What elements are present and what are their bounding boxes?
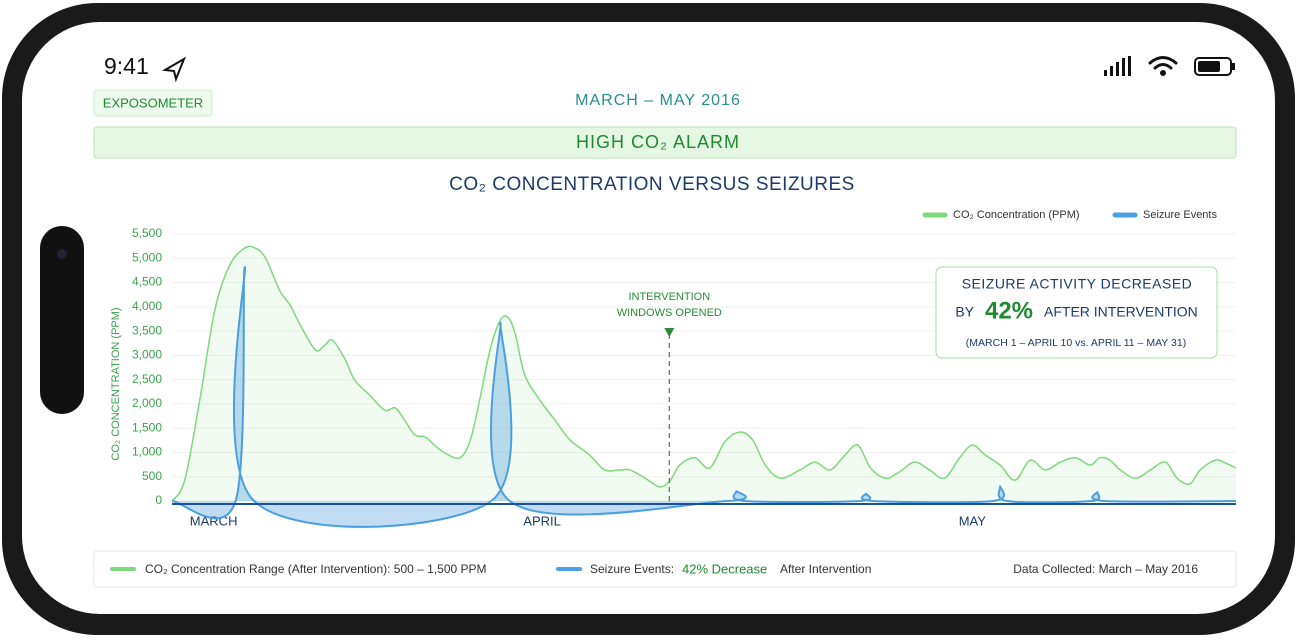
- callout-by: BY: [955, 304, 974, 320]
- callout-pct: 42%: [985, 297, 1033, 324]
- y-tick-label: 5,500: [132, 226, 162, 240]
- footer-collected: Data Collected: March – May 2016: [1013, 562, 1198, 576]
- y-tick-label: 2,500: [132, 372, 162, 386]
- y-tick-label: 4,000: [132, 299, 162, 313]
- battery-icon: [1194, 57, 1235, 76]
- line: [171, 266, 1237, 528]
- callout-line: SEIZURE ACTIVITY DECREASED: [962, 276, 1193, 292]
- footer-after: After Intervention: [780, 562, 871, 576]
- badge: [93, 89, 213, 117]
- y-tick-label: 2,000: [132, 396, 162, 410]
- chart-title: CO₂ CONCENTRATION VERSUS SEIZURES: [449, 174, 855, 195]
- x-tick-label: APRIL: [523, 513, 561, 528]
- period: MARCH – MAY 2016: [575, 92, 741, 109]
- x-tick-label: MARCH: [190, 513, 238, 528]
- legend-label: CO₂ Concentration (PPM): [953, 209, 1080, 221]
- y-tick-label: 3,500: [132, 323, 162, 337]
- annotation-text: WINDOWS OPENED: [617, 307, 722, 319]
- footer-events: Seizure Events:: [590, 562, 674, 576]
- signal-icon: [1104, 56, 1131, 76]
- location-icon: [161, 56, 187, 83]
- annotation-text: INTERVENTION: [628, 291, 710, 303]
- footer-range: CO₂ Concentration Range (After Intervent…: [145, 562, 487, 576]
- area: [172, 246, 1236, 501]
- y-axis-label: CO₂ CONCENTRATION (PPM): [110, 307, 122, 460]
- alarm-text: HIGH CO₂ ALARM: [576, 132, 740, 152]
- y-tick-label: 4,500: [132, 275, 162, 289]
- footer-decrease: 42% Decrease: [682, 561, 767, 576]
- y-tick-label: 5,000: [132, 250, 162, 264]
- footer-bar: [93, 550, 1237, 588]
- callout-box: [935, 266, 1218, 359]
- y-tick-label: 1,000: [132, 445, 162, 459]
- annotation-arrow: [664, 328, 675, 337]
- camera: [57, 249, 67, 259]
- y-tick-label: 0: [155, 493, 162, 507]
- y-tick-label: 500: [142, 469, 162, 483]
- wifi-icon: [1148, 56, 1178, 76]
- y-tick-label: 3,000: [132, 348, 162, 362]
- clock: 9:41: [104, 53, 149, 79]
- screen: [22, 22, 1275, 614]
- alarm-bar: [93, 126, 1237, 159]
- x-tick-label: MAY: [959, 513, 987, 528]
- badge-text: EXPOSOMETER: [103, 95, 203, 110]
- camera-island: [40, 226, 84, 414]
- callout-after: AFTER INTERVENTION: [1044, 304, 1198, 320]
- legend-label: Seizure Events: [1143, 209, 1217, 221]
- y-tick-label: 1,500: [132, 420, 162, 434]
- callout-range: (MARCH 1 – APRIL 10 vs. APRIL 11 – MAY 3…: [966, 337, 1186, 349]
